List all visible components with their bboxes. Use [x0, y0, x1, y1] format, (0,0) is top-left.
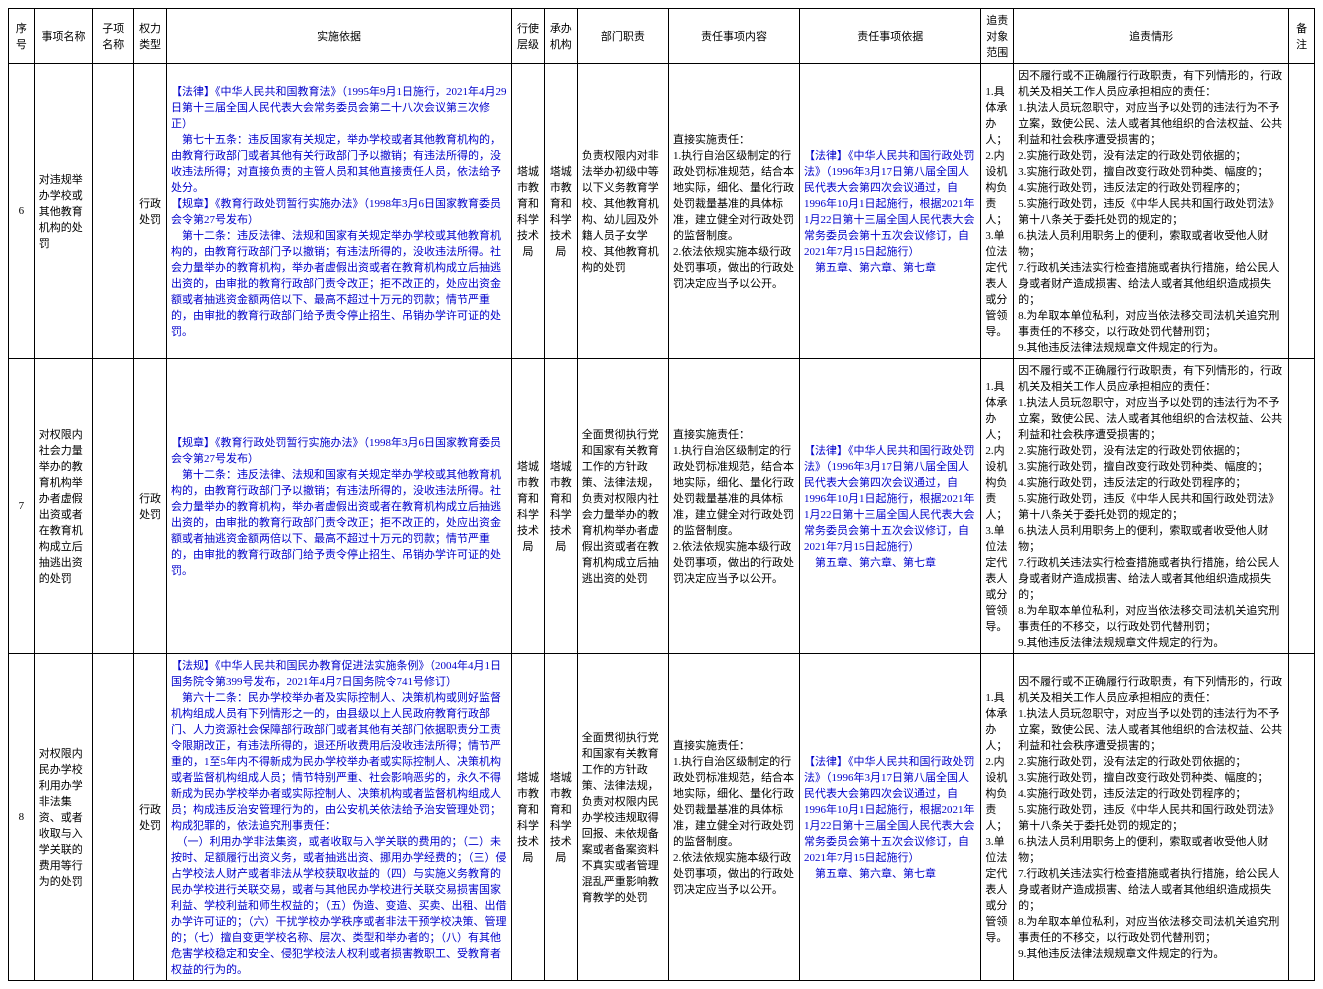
cell-basis: 【法规】《中华人民共和国民办教育促进法实施条例》（2004年4月1日国务院令第3… — [166, 654, 511, 981]
cell-basis: 【法律】《中华人民共和国教育法》（1995年9月1日施行，2021年4月29日第… — [166, 64, 511, 359]
cell-org: 塔城市教育和科学技术局 — [544, 359, 577, 654]
cell-sub — [93, 359, 134, 654]
header-basis: 实施依据 — [166, 9, 511, 64]
cell-content: 直接实施责任：1.执行自治区级制定的行政处罚标准规范，结合本地实际，细化、量化行… — [668, 654, 799, 981]
cell-evidence: 【法律】《中华人民共和国行政处罚法》（1996年3月17日第八届全国人民代表大会… — [800, 64, 981, 359]
cell-sub — [93, 654, 134, 981]
cell-power: 行政处罚 — [134, 359, 167, 654]
cell-org: 塔城市教育和科学技术局 — [544, 654, 577, 981]
cell-power: 行政处罚 — [134, 64, 167, 359]
cell-duty: 全面贯彻执行党和国家有关教育工作的方针政策、法律法规，负责对权限内民办学校违规取… — [577, 654, 668, 981]
cell-pursue: 因不履行或不正确履行行政职责，有下列情形的，行政机关及相关工作人员应承担相应的责… — [1014, 64, 1289, 359]
header-name: 事项名称 — [34, 9, 93, 64]
header-remark: 备注 — [1289, 9, 1315, 64]
header-power: 权力类型 — [134, 9, 167, 64]
cell-basis: 【规章】《教育行政处罚暂行实施办法》（1998年3月6日国家教育委员会令第27号… — [166, 359, 511, 654]
cell-name: 对权限内社会力量举办的教育机构举办者虚假出资或者在教育机构成立后抽逃出资的处罚 — [34, 359, 93, 654]
header-sub: 子项名称 — [93, 9, 134, 64]
header-duty: 部门职责 — [577, 9, 668, 64]
cell-pursue: 因不履行或不正确履行行政职责，有下列情形的，行政机关及相关工作人员应承担相应的责… — [1014, 654, 1289, 981]
header-level: 行使层级 — [512, 9, 545, 64]
cell-remark — [1289, 654, 1315, 981]
cell-name: 对权限内民办学校利用办学非法集资、或者收取与入学关联的费用等行为的处罚 — [34, 654, 93, 981]
table-row: 6对违规举办学校或其他教育机构的处罚 行政处罚【法律】《中华人民共和国教育法》（1… — [9, 64, 1315, 359]
main-table: 序号 事项名称 子项名称 权力类型 实施依据 行使层级 承办机构 部门职责 责任… — [8, 8, 1315, 981]
cell-level: 塔城市教育和科学技术局 — [512, 64, 545, 359]
header-pursue: 追责情形 — [1014, 9, 1289, 64]
cell-scope: 1.具体承办人；2.内设机构负责人；3.单位法定代表人或分管领导。 — [981, 64, 1014, 359]
cell-level: 塔城市教育和科学技术局 — [512, 359, 545, 654]
header-scope: 追责对象范围 — [981, 9, 1014, 64]
cell-content: 直接实施责任：1.执行自治区级制定的行政处罚标准规范，结合本地实际，细化、量化行… — [668, 64, 799, 359]
table-row: 8对权限内民办学校利用办学非法集资、或者收取与入学关联的费用等行为的处罚 行政处罚… — [9, 654, 1315, 981]
cell-content: 直接实施责任：1.执行自治区级制定的行政处罚标准规范，结合本地实际，细化、量化行… — [668, 359, 799, 654]
table-row: 7对权限内社会力量举办的教育机构举办者虚假出资或者在教育机构成立后抽逃出资的处罚… — [9, 359, 1315, 654]
cell-remark — [1289, 359, 1315, 654]
cell-pursue: 因不履行或不正确履行行政职责，有下列情形的，行政机关及相关工作人员应承担相应的责… — [1014, 359, 1289, 654]
cell-sub — [93, 64, 134, 359]
header-row: 序号 事项名称 子项名称 权力类型 实施依据 行使层级 承办机构 部门职责 责任… — [9, 9, 1315, 64]
cell-evidence: 【法律】《中华人民共和国行政处罚法》（1996年3月17日第八届全国人民代表大会… — [800, 654, 981, 981]
header-content: 责任事项内容 — [668, 9, 799, 64]
header-seq: 序号 — [9, 9, 35, 64]
cell-duty: 负责权限内对非法举办初级中等以下义务教育学校、其他教育机构、幼儿园及外籍人员子女… — [577, 64, 668, 359]
cell-remark — [1289, 64, 1315, 359]
cell-scope: 1.具体承办人；2.内设机构负责人；3.单位法定代表人或分管领导。 — [981, 359, 1014, 654]
header-evidence: 责任事项依据 — [800, 9, 981, 64]
cell-seq: 7 — [9, 359, 35, 654]
cell-org: 塔城市教育和科学技术局 — [544, 64, 577, 359]
cell-seq: 6 — [9, 64, 35, 359]
cell-level: 塔城市教育和科学技术局 — [512, 654, 545, 981]
cell-evidence: 【法律】《中华人民共和国行政处罚法》（1996年3月17日第八届全国人民代表大会… — [800, 359, 981, 654]
cell-name: 对违规举办学校或其他教育机构的处罚 — [34, 64, 93, 359]
cell-duty: 全面贯彻执行党和国家有关教育工作的方针政策、法律法规，负责对权限内社会力量举办的… — [577, 359, 668, 654]
cell-power: 行政处罚 — [134, 654, 167, 981]
cell-scope: 1.具体承办人；2.内设机构负责人；3.单位法定代表人或分管领导。 — [981, 654, 1014, 981]
cell-seq: 8 — [9, 654, 35, 981]
header-org: 承办机构 — [544, 9, 577, 64]
